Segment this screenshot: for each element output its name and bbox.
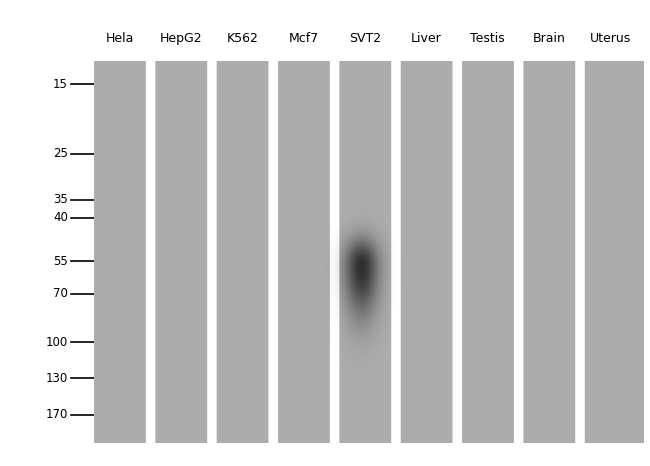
Text: 40: 40 (53, 212, 68, 224)
Text: K562: K562 (227, 32, 259, 45)
Text: Mcf7: Mcf7 (289, 32, 319, 45)
Text: 70: 70 (53, 288, 68, 301)
Text: Liver: Liver (411, 32, 442, 45)
Text: 15: 15 (53, 78, 68, 91)
Text: 25: 25 (53, 147, 68, 160)
Text: Testis: Testis (471, 32, 505, 45)
Text: 35: 35 (53, 193, 68, 206)
Text: Uterus: Uterus (590, 32, 631, 45)
Text: 100: 100 (46, 336, 68, 349)
Text: 170: 170 (46, 408, 68, 421)
Text: SVT2: SVT2 (349, 32, 382, 45)
Text: HepG2: HepG2 (160, 32, 203, 45)
Text: Brain: Brain (532, 32, 566, 45)
Text: Hela: Hela (106, 32, 135, 45)
Text: 55: 55 (53, 254, 68, 267)
Text: 130: 130 (46, 372, 68, 384)
